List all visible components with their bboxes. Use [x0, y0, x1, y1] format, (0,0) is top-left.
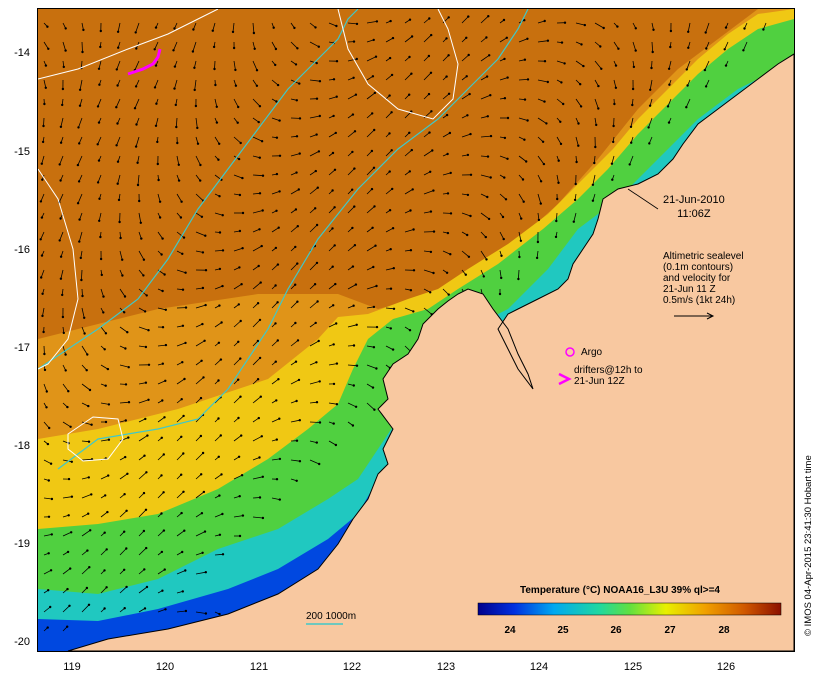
bathymetry-contour — [38, 9, 359, 370]
sealevel-contour-2 — [337, 9, 459, 120]
lat-tick-label: -20 — [14, 636, 30, 648]
altimetry-line: Altimetric sealevel — [663, 251, 744, 262]
drifters-legend: drifters@12h to 21-Jun 12Z — [574, 365, 643, 387]
argo-marker — [565, 347, 575, 357]
lon-tick-label: 120 — [155, 661, 175, 673]
lon-tick-label: 119 — [63, 661, 81, 673]
lon-tick-label: 124 — [529, 661, 549, 673]
scale-label: 200 1000m — [306, 611, 357, 622]
bathymetry-contour-2 — [57, 9, 529, 470]
lat-tick-label: -15 — [14, 146, 30, 158]
lon-tick-label: 126 — [716, 661, 736, 673]
colorbar-tick: 26 — [610, 625, 622, 636]
date-leader-line — [627, 188, 659, 210]
lon-tick-label: 125 — [623, 661, 643, 673]
drifter-legend-marker — [558, 372, 572, 386]
drifters-line: 21-Jun 12Z — [574, 376, 625, 387]
altimetry-line: and velocity for — [663, 273, 731, 284]
credit-label: © IMOS 04-Apr-2015 23:41:30 Hobart time — [803, 455, 814, 636]
colorbar — [477, 602, 782, 616]
lat-tick-label: -19 — [14, 538, 30, 550]
altimetry-line: 0.5m/s (1kt 24h) — [663, 295, 736, 306]
lat-tick-label: -16 — [14, 244, 30, 256]
land-mass — [67, 53, 794, 651]
map-canvas — [38, 9, 794, 651]
lon-tick-label: 121 — [249, 661, 269, 673]
argo-label: Argo — [581, 347, 603, 358]
sealevel-contour — [38, 9, 219, 80]
sealevel-contour-3 — [38, 168, 79, 370]
observation-date: 21-Jun-2010 11:06Z — [663, 193, 725, 221]
colorbar-tick: 27 — [664, 625, 676, 636]
lon-tick-label: 122 — [342, 661, 362, 673]
drifter-track — [127, 48, 162, 76]
colorbar-tick: 28 — [718, 625, 730, 636]
altimetry-legend: Altimetric sealevel (0.1m contours) and … — [663, 251, 744, 306]
lat-tick-label: -18 — [14, 440, 30, 452]
drifters-line: drifters@12h to — [574, 365, 643, 376]
colorbar-tick: 24 — [504, 625, 516, 636]
lat-tick-label: -14 — [14, 47, 30, 59]
sealevel-contour-4 — [67, 416, 124, 462]
colorbar-title: Temperature (°C) NOAA16_L3U 39% ql>=4 — [520, 585, 720, 596]
lat-tick-label: -17 — [14, 342, 30, 354]
observation-time-line: 11:06Z — [677, 208, 711, 220]
colorbar-tick: 25 — [557, 625, 569, 636]
altimetry-line: 21-Jun 11 Z — [663, 284, 716, 295]
velocity-legend-arrow — [674, 312, 715, 320]
lon-tick-label: 123 — [436, 661, 456, 673]
altimetry-line: (0.1m contours) — [663, 262, 734, 273]
sst-map[interactable] — [37, 8, 795, 652]
observation-date-line: 21-Jun-2010 — [663, 194, 725, 206]
